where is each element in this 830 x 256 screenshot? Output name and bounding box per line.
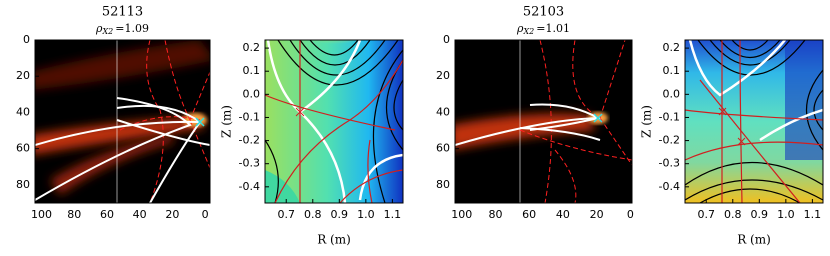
subtitle-value: =1.01 <box>536 22 570 35</box>
camera-image <box>455 40 632 203</box>
y-tick-label: 20 <box>16 69 30 82</box>
y-tick-label: 20 <box>436 69 450 82</box>
y-tick-label: -0.1 <box>659 110 680 123</box>
plot-frame <box>454 39 633 204</box>
x-tick-label: 60 <box>100 208 114 221</box>
x-axis-label: R (m) <box>317 233 351 247</box>
y-tick-label: 0.0 <box>663 87 681 100</box>
x-tick-label: 1.0 <box>777 208 795 221</box>
x-tick-label: 0 <box>202 208 209 221</box>
chart-subtitle: ρX2 =1.01 <box>516 22 570 36</box>
x-tick-label: 0.9 <box>751 208 769 221</box>
x-tick-label: 0.7 <box>697 208 715 221</box>
x-tick-label: 60 <box>522 208 536 221</box>
y-axis-label: Z (m) <box>220 105 234 138</box>
y-axis-label: Z (m) <box>640 105 654 138</box>
contour-image <box>685 40 823 203</box>
x-tick-label: 40 <box>556 208 570 221</box>
y-tick-label: 0.0 <box>243 87 261 100</box>
x-tick-label: 80 <box>488 208 502 221</box>
x-tick-label: 0.8 <box>724 208 742 221</box>
y-tick-label: -0.2 <box>239 134 260 147</box>
x-tick-label: 100 <box>31 208 52 221</box>
y-tick-label: -0.4 <box>659 180 680 193</box>
x-tick-label: 1.1 <box>384 208 402 221</box>
subtitle-symbol: ρ <box>95 22 103 35</box>
subtitle-subscript: X2 <box>101 27 113 36</box>
x-tick-label: 20 <box>165 208 179 221</box>
y-tick-label: 0 <box>443 33 450 46</box>
subtitle-value: =1.09 <box>115 22 149 35</box>
y-tick-label: 60 <box>436 142 450 155</box>
y-tick-label: 0.2 <box>663 41 681 54</box>
y-tick-label: 80 <box>436 178 450 191</box>
chart-title: 52113 <box>102 5 143 20</box>
chart-subtitle: ρX2 =1.09 <box>95 22 149 36</box>
y-tick-label: 0.1 <box>243 64 261 77</box>
y-tick-label: -0.1 <box>239 110 260 123</box>
x-tick-label: 0.8 <box>304 208 322 221</box>
y-tick-label: -0.3 <box>659 157 680 170</box>
chart-title: 52103 <box>523 5 564 20</box>
x-axis-label: R (m) <box>737 233 771 247</box>
subtitle-symbol: ρ <box>516 22 524 35</box>
y-tick-label: 0.2 <box>243 41 261 54</box>
subtitle-subscript: X2 <box>522 27 534 36</box>
y-tick-label: 40 <box>16 105 30 118</box>
y-tick-label: -0.2 <box>659 134 680 147</box>
x-tick-label: 0.9 <box>331 208 349 221</box>
x-tick-label: 40 <box>133 208 147 221</box>
x-tick-label: 20 <box>590 208 604 221</box>
x-tick-label: 100 <box>451 208 472 221</box>
y-tick-label: -0.3 <box>239 157 260 170</box>
y-tick-label: 0.1 <box>663 64 681 77</box>
camera-image <box>35 40 210 203</box>
plot-frame <box>34 39 211 204</box>
x-tick-label: 80 <box>67 208 81 221</box>
x-tick-label: 1.0 <box>357 208 375 221</box>
plot-frame <box>684 39 824 204</box>
y-tick-label: -0.4 <box>239 180 260 193</box>
x-tick-label: 1.1 <box>804 208 822 221</box>
x-tick-label: 0 <box>627 208 634 221</box>
y-tick-label: 0 <box>23 33 30 46</box>
y-tick-label: 60 <box>16 142 30 155</box>
plot-frame <box>264 39 404 204</box>
contour-image <box>265 40 403 203</box>
x-tick-label: 0.7 <box>277 208 295 221</box>
y-tick-label: 40 <box>436 105 450 118</box>
y-tick-label: 80 <box>16 178 30 191</box>
